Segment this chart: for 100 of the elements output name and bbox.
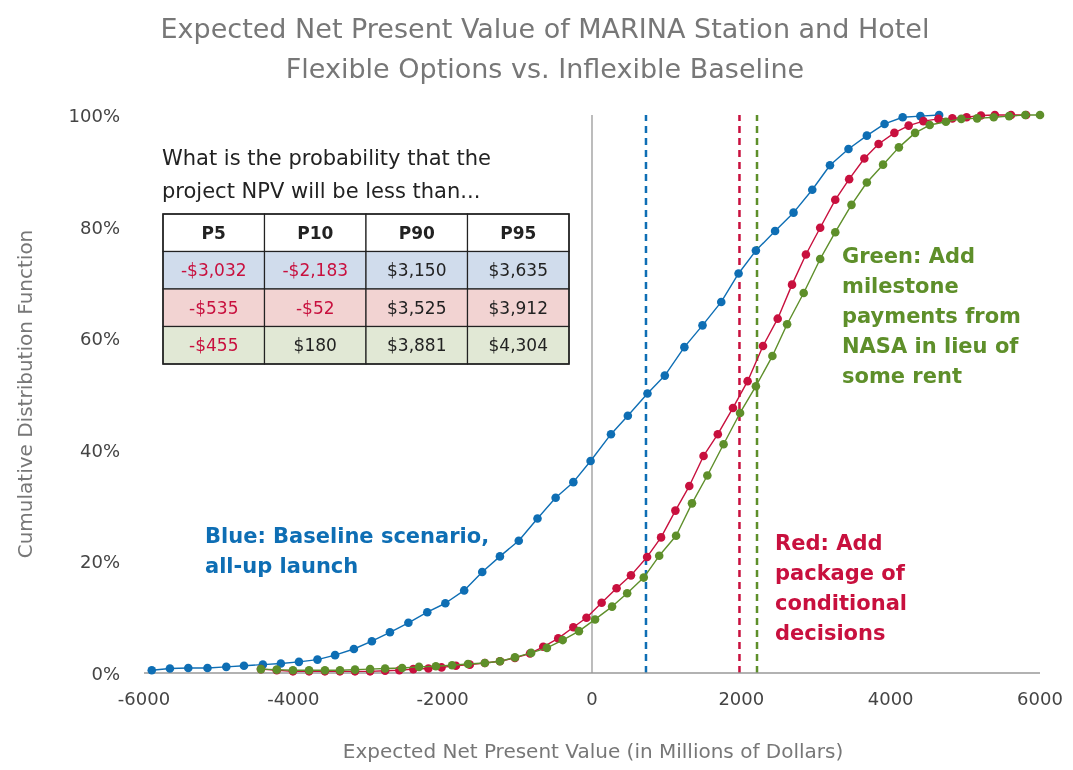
point: [533, 514, 542, 523]
point: [890, 128, 899, 138]
chart-title: Expected Net Present Value of MARINA Station and Hotel: [160, 13, 930, 44]
point: [313, 655, 322, 664]
point: [590, 615, 600, 624]
point: [699, 451, 708, 461]
point: [441, 598, 450, 608]
point: [385, 627, 395, 637]
point: [431, 662, 441, 671]
point: [447, 660, 457, 670]
point: [807, 185, 817, 195]
point: [874, 139, 883, 149]
point: [751, 381, 761, 391]
point: [825, 160, 835, 170]
point: [799, 288, 808, 298]
chart-subtitle: Flexible Options vs. Inflexible Baseline: [285, 53, 805, 84]
point: [582, 613, 591, 623]
y-tick-label: 20%: [79, 551, 120, 573]
point: [751, 246, 761, 255]
annotation: P90: [398, 222, 435, 243]
point: [221, 662, 231, 672]
point: [919, 116, 928, 126]
point: [925, 120, 935, 130]
point: [862, 131, 872, 140]
y-tick-label: 60%: [79, 328, 120, 350]
annotation: P95: [500, 222, 537, 243]
point: [671, 506, 680, 515]
point: [642, 552, 652, 562]
point: [894, 143, 904, 152]
point: [607, 602, 617, 611]
point: [586, 456, 595, 466]
point: [743, 376, 752, 386]
series-label: Blue: Baseline scenario, all-up launch: [205, 524, 490, 578]
point: [844, 144, 853, 154]
point: [404, 618, 413, 628]
point: [801, 250, 811, 259]
point: [294, 657, 304, 667]
point: [734, 269, 743, 278]
point: [787, 280, 797, 289]
point: [713, 429, 723, 439]
point: [239, 661, 249, 671]
point: [203, 663, 212, 673]
x-tick-label: -2000: [416, 688, 469, 709]
point: [860, 154, 869, 163]
point: [569, 477, 578, 487]
annotation: -$3,032: [180, 260, 247, 281]
point: [574, 626, 584, 636]
point: [773, 314, 782, 323]
point: [770, 226, 780, 236]
y-tick-label: 100%: [68, 105, 120, 126]
text: Red: Add package of conditional decisions: [775, 531, 908, 645]
point: [349, 644, 359, 654]
point: [904, 121, 913, 130]
point: [782, 319, 792, 329]
point: [542, 643, 552, 653]
point: [789, 208, 798, 217]
point: [687, 499, 697, 508]
annotation: -$2,183: [282, 260, 349, 281]
point: [551, 493, 560, 503]
point: [459, 586, 469, 595]
point: [972, 114, 982, 123]
y-axis-title: Cumulative Distribution Function: [13, 229, 37, 559]
x-tick-label: 6000: [1017, 688, 1063, 709]
point: [758, 341, 768, 351]
point: [880, 119, 889, 129]
point: [477, 567, 487, 577]
point: [768, 351, 777, 361]
y-tick-label: 80%: [79, 216, 120, 238]
y-tick-label: 40%: [79, 439, 120, 461]
point: [941, 117, 951, 126]
point: [680, 342, 689, 352]
point: [626, 571, 636, 580]
point: [597, 598, 606, 607]
x-tick-label: 4000: [867, 688, 914, 709]
point: [558, 635, 568, 645]
annotation: -$52: [295, 297, 335, 318]
point: [703, 471, 712, 480]
x-tick-label: 0: [586, 688, 598, 709]
point: [671, 531, 681, 541]
point: [898, 112, 907, 122]
point: [716, 297, 726, 307]
annotation: $4,304: [488, 335, 548, 356]
point: [612, 583, 621, 593]
point: [815, 254, 825, 264]
annotation: $3,150: [387, 260, 447, 281]
point: [656, 533, 666, 542]
point: [684, 481, 694, 491]
point: [414, 662, 424, 672]
point: [957, 114, 966, 124]
x-axis-title: Expected Net Present Value (in Millions of Dollars): [342, 739, 844, 763]
annotation: What is the probability that the project NPV will be less than...: [162, 146, 491, 203]
annotation: $3,635: [488, 260, 548, 281]
annotation: $180: [293, 335, 337, 356]
x-tick-label: -6000: [117, 688, 171, 709]
annotation: P5: [201, 222, 226, 243]
annotation: -$455: [189, 335, 239, 356]
point: [830, 195, 840, 205]
point: [165, 664, 175, 673]
point: [815, 223, 825, 233]
x-tick-label: 2000: [718, 688, 765, 709]
